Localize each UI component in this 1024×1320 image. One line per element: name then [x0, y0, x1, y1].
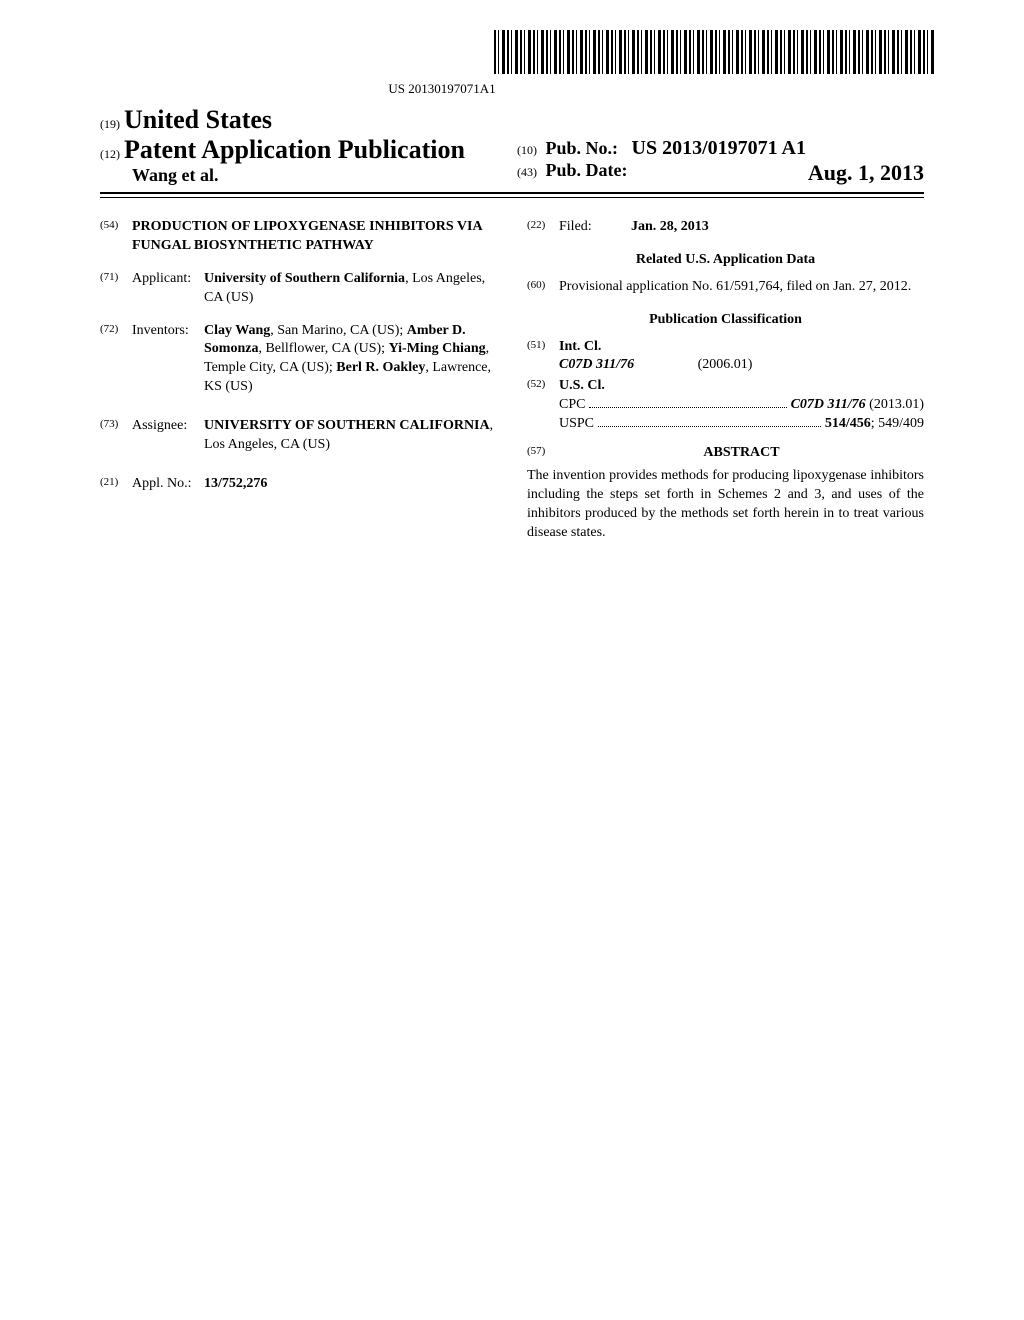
- pub-type-num: (12): [100, 147, 120, 162]
- uspc-label: USPC: [559, 415, 594, 434]
- inv3-name: Yi-Ming Chiang: [389, 341, 486, 356]
- barcode: [494, 30, 934, 74]
- dots-1: [589, 407, 786, 408]
- intcl-num: (51): [527, 338, 559, 376]
- country: United States: [124, 105, 272, 135]
- applicant-body: University of Southern California, Los A…: [204, 270, 497, 308]
- uscl-num: (52): [527, 377, 559, 434]
- cpc-value: C07D 311/76 (2013.01): [791, 396, 924, 415]
- pub-no-num: (10): [517, 143, 537, 157]
- prov-text: Provisional application No. 61/591,764, …: [559, 278, 924, 297]
- inv4-name: Berl R. Oakley: [336, 360, 425, 375]
- applicant-name: University of Southern California: [204, 271, 405, 286]
- abstract-num: (57): [527, 444, 559, 463]
- cpc-year: (2013.01): [866, 397, 924, 412]
- barcode-text: US 20130197071A1: [100, 81, 784, 97]
- divider-thin: [100, 197, 924, 198]
- country-num: (19): [100, 117, 120, 132]
- uscl-label: U.S. Cl.: [559, 377, 924, 396]
- filed-value: Jan. 28, 2013: [631, 218, 924, 237]
- barcode-area: US 20130197071A1: [100, 30, 934, 97]
- content: (54) PRODUCTION OF LIPOXYGENASE INHIBITO…: [100, 218, 924, 542]
- prov-num: (60): [527, 278, 559, 297]
- divider-thick: [100, 192, 924, 194]
- inventors-body: Clay Wang, San Marino, CA (US); Amber D.…: [204, 322, 497, 398]
- uspc-2: ; 549/409: [871, 416, 924, 431]
- filed-num: (22): [527, 218, 559, 237]
- cpc-label: CPC: [559, 396, 585, 415]
- inv1-loc: , San Marino, CA (US);: [270, 323, 407, 338]
- uspc-value: 514/456; 549/409: [825, 415, 924, 434]
- uspc-1: 514/456: [825, 416, 871, 431]
- pub-no-value: US 2013/0197071 A1: [632, 137, 806, 159]
- title-num: (54): [100, 218, 132, 256]
- left-column: (54) PRODUCTION OF LIPOXYGENASE INHIBITO…: [100, 218, 497, 542]
- abstract-label: ABSTRACT: [559, 444, 924, 463]
- title: PRODUCTION OF LIPOXYGENASE INHIBITORS VI…: [132, 218, 497, 256]
- abstract-text: The invention provides methods for produ…: [527, 467, 924, 543]
- assignee-num: (73): [100, 417, 132, 455]
- inv2-loc: , Bellflower, CA (US);: [258, 341, 388, 356]
- appl-num: (21): [100, 475, 132, 494]
- intcl-code: C07D 311/76: [559, 357, 634, 372]
- applicant-num: (71): [100, 270, 132, 308]
- inv1-name: Clay Wang: [204, 323, 270, 338]
- cpc-code: C07D 311/76: [791, 397, 866, 412]
- pub-type: Patent Application Publication: [124, 135, 465, 165]
- pub-date-value: Aug. 1, 2013: [808, 160, 924, 186]
- right-column: (22) Filed: Jan. 28, 2013 Related U.S. A…: [527, 218, 924, 542]
- intcl-label: Int. Cl.: [559, 338, 924, 357]
- pub-date-label: Pub. Date:: [546, 160, 628, 180]
- pub-no-label: Pub. No.:: [546, 138, 619, 158]
- intcl-year: (2006.01): [698, 357, 753, 372]
- class-heading: Publication Classification: [527, 311, 924, 330]
- inventors-num: (72): [100, 322, 132, 398]
- authors: Wang et al.: [132, 165, 507, 186]
- assignee-label: Assignee:: [132, 417, 204, 455]
- appl-value: 13/752,276: [204, 475, 497, 494]
- inventors-label: Inventors:: [132, 322, 204, 398]
- dots-2: [598, 426, 821, 427]
- assignee-body: UNIVERSITY OF SOUTHERN CALIFORNIA, Los A…: [204, 417, 497, 455]
- appl-label: Appl. No.:: [132, 475, 204, 494]
- header-section: (19) United States (12) Patent Applicati…: [100, 105, 924, 186]
- related-heading: Related U.S. Application Data: [527, 251, 924, 270]
- applicant-label: Applicant:: [132, 270, 204, 308]
- filed-label: Filed:: [559, 218, 631, 237]
- pub-date-num: (43): [517, 165, 537, 179]
- assignee-name: UNIVERSITY OF SOUTHERN CALIFORNIA: [204, 418, 490, 433]
